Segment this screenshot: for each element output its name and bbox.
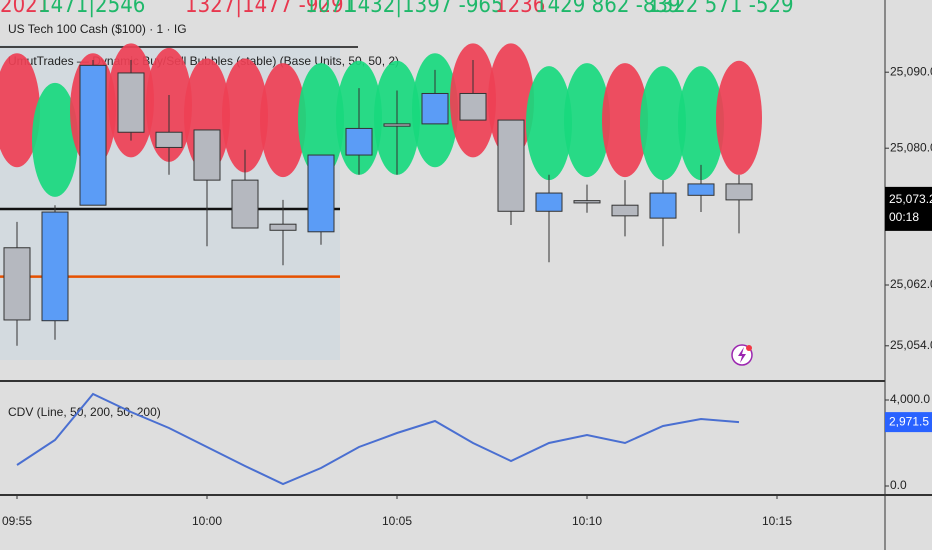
candle-body <box>535 192 563 212</box>
bubble <box>260 63 306 178</box>
bubble <box>716 60 762 175</box>
volume-annotation: 1432|1397 -965 <box>345 0 504 18</box>
candle-body <box>687 183 715 196</box>
candle-body <box>421 92 449 125</box>
candle-body <box>155 131 183 148</box>
last-value-tag <box>885 412 932 433</box>
candle-body <box>41 211 69 322</box>
candle-body <box>383 123 411 127</box>
bubble <box>640 66 686 181</box>
candle-body <box>231 179 259 229</box>
candle-body <box>117 72 145 133</box>
bubble <box>0 53 40 168</box>
candle-body <box>573 200 601 204</box>
y-tick-label: 25,090.0 <box>890 64 932 78</box>
candle-body <box>725 183 753 201</box>
y-tick-label: 0.0 <box>890 478 907 492</box>
symbol-legend: US Tech 100 Cash ($100) · 1 · IG <box>8 22 187 36</box>
volume-annotation: 1071 <box>305 0 355 18</box>
bubble <box>526 66 572 181</box>
candle-body <box>3 247 31 321</box>
volume-annotation: 1322 571 -529 <box>648 0 794 18</box>
last-price-tag <box>885 186 932 231</box>
candle-body <box>193 129 221 181</box>
candle-body <box>269 223 297 231</box>
y-tick-label: 25,062.0 <box>890 277 932 291</box>
candle-body <box>497 119 525 212</box>
candle-body <box>79 64 107 206</box>
candle-body <box>459 92 487 121</box>
candle-body <box>345 127 373 156</box>
cdv-title: CDV (Line, 50, 200, 50, 200) <box>8 405 161 419</box>
alert-icon <box>731 344 753 366</box>
volume-annotation: 1429 862 -839 <box>535 0 681 18</box>
x-tick-label: 10:10 <box>572 514 602 528</box>
bubble <box>298 63 344 178</box>
volume-annotation: 1327|1477 -929 <box>185 0 344 18</box>
last-price-label: 25,073.2 <box>889 192 932 206</box>
bubble <box>678 66 724 181</box>
bubble <box>564 63 610 178</box>
x-tick-label: 09:55 <box>2 514 32 528</box>
volume-annotation: 2021 <box>0 0 50 18</box>
y-tick-label: 25,080.0 <box>890 140 932 154</box>
countdown: 00:18 <box>889 210 919 224</box>
last-value-label: 2,971.5 <box>889 414 929 428</box>
cdv-line <box>16 392 740 486</box>
x-tick-label: 10:15 <box>762 514 792 528</box>
candle-body <box>611 204 639 217</box>
candle-body <box>307 154 335 233</box>
y-tick-label: 4,000.0 <box>890 392 930 406</box>
candle-body <box>649 192 677 219</box>
y-tick-label: 25,054.0 <box>890 338 932 352</box>
x-tick-label: 10:00 <box>192 514 222 528</box>
volume-annotation: 1471|2546 <box>38 0 145 18</box>
bubble <box>602 63 648 178</box>
bubble <box>222 58 268 173</box>
bubble <box>32 82 78 197</box>
volume-annotation: 1236 <box>495 0 545 18</box>
x-tick-label: 10:05 <box>382 514 412 528</box>
